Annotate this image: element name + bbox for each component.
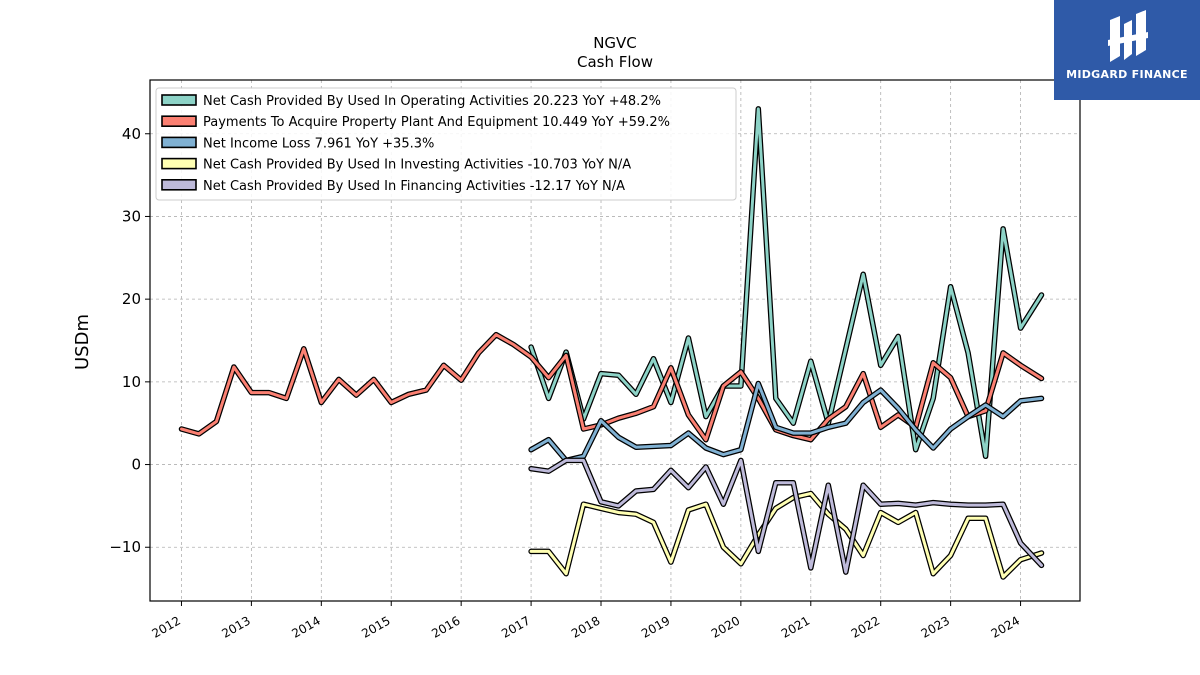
x-tick-label: 2021 [779,613,812,640]
x-tick-label: 2012 [150,613,183,640]
series-line-3 [529,492,1043,579]
series-layer [178,106,1045,580]
legend-swatch-2 [161,136,197,149]
series-line-4 [529,458,1043,574]
legend-entry-2: Net Income Loss 7.961 YoY +35.3% [203,136,434,151]
legend-swatch-0 [161,94,197,106]
x-tick-label: 2018 [569,613,602,640]
plot-frame [149,79,1081,602]
legend-swatch-1 [161,115,197,127]
x-tick-label: 2020 [709,613,742,640]
x-tick-label: 2013 [219,613,252,640]
legend-entry-3: Net Cash Provided By Used In Investing A… [203,158,631,173]
x-tick-label: 2016 [429,613,462,640]
x-tick-label: 2019 [639,613,672,640]
y-tick-label: 10 [122,373,141,391]
y-tick-label: 0 [131,456,141,474]
y-axis-label: USDm [72,314,93,370]
chart-subtitle: Cash Flow [577,53,653,71]
midgard-finance-logo: MIDGARD FINANCE [1054,0,1200,100]
series-outline-4 [528,457,1045,575]
chart-title: NGVC [593,34,637,52]
midgard-logo-icon [1108,10,1148,62]
legend-swatch-3 [161,157,197,170]
series-line-2 [529,382,1043,462]
legend: Net Cash Provided By Used In Operating A… [155,87,737,201]
x-tick-label: 2014 [289,613,322,640]
y-tick-label: −10 [109,538,141,556]
legend-entry-1: Payments To Acquire Property Plant And E… [203,115,670,130]
legend-entry-0: Net Cash Provided By Used In Operating A… [203,94,661,109]
series-line-1 [180,333,1043,442]
x-tick-label: 2023 [919,613,952,640]
legend-box [155,87,737,201]
x-tick-label: 2022 [849,613,882,640]
legend-entry-4: Net Cash Provided By Used In Financing A… [203,179,625,194]
x-tick-label: 2017 [499,613,532,640]
series-line-0 [529,107,1043,458]
y-tick-label: 30 [122,207,141,225]
logo-text: MIDGARD FINANCE [1066,68,1188,81]
x-tick-label: 2024 [989,613,1022,640]
y-tick-label: 20 [122,290,141,308]
x-tick-label: 2015 [359,613,392,640]
legend-swatch-4 [161,179,197,191]
y-tick-label: 40 [122,125,141,143]
